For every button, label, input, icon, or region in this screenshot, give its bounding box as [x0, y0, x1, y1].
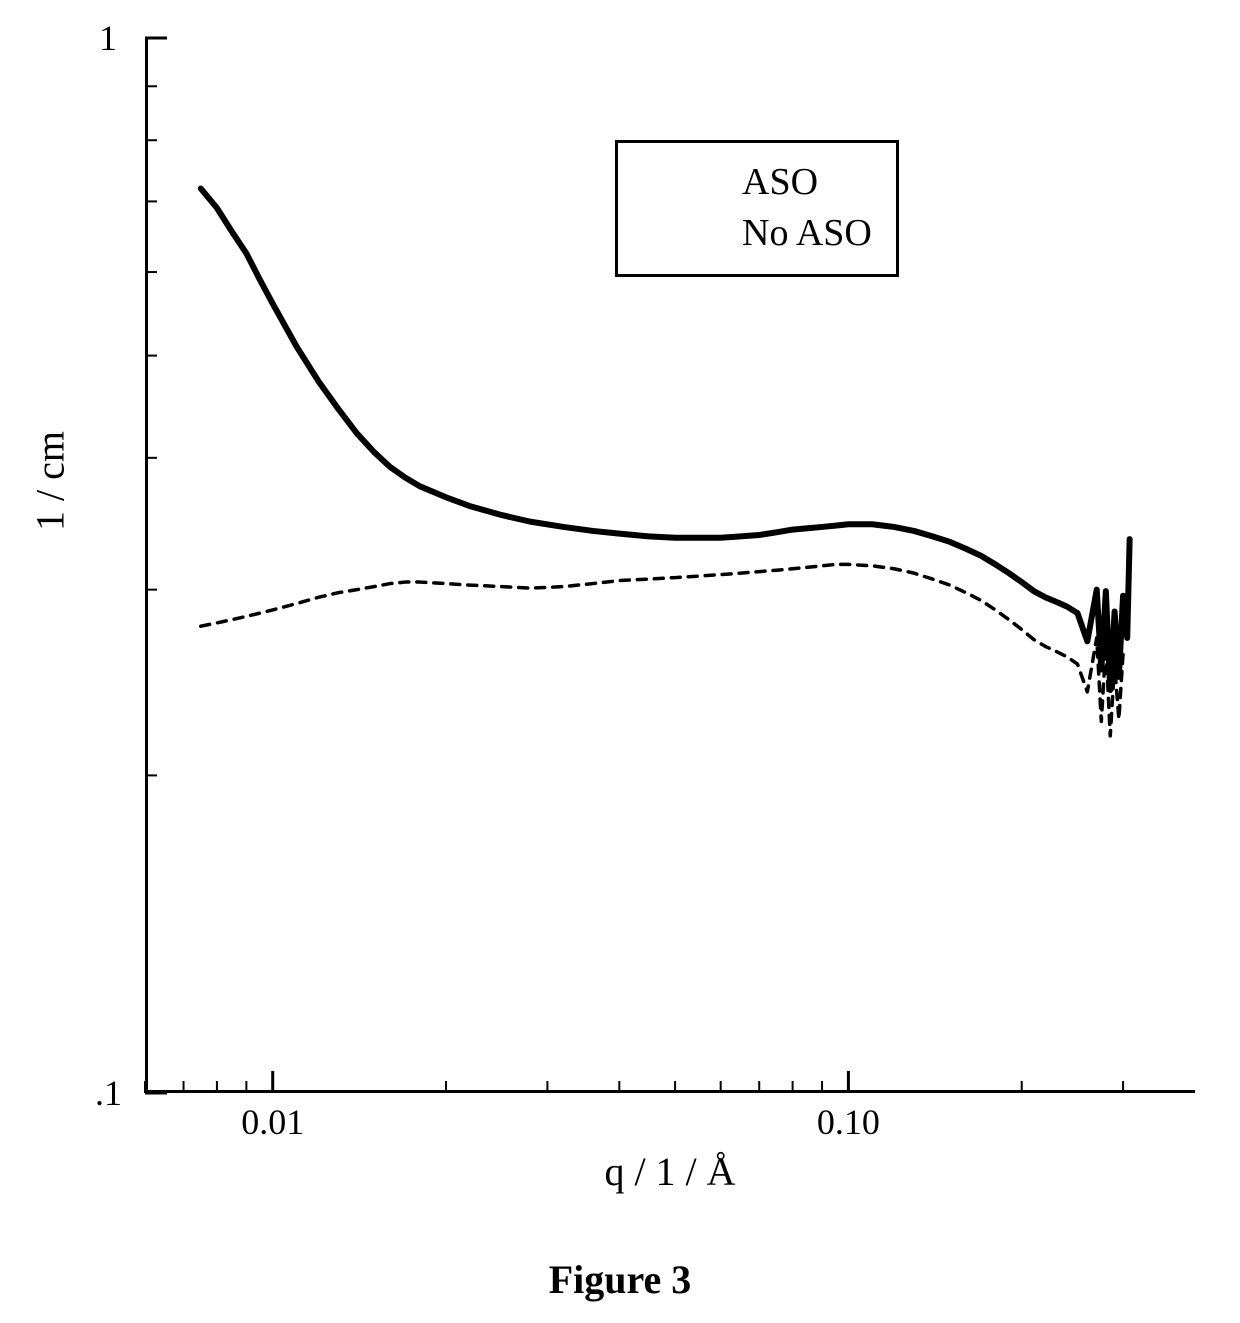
x-tick-label-2: 0.10 — [817, 1101, 880, 1143]
legend: ASO No ASO — [615, 140, 899, 277]
x-tick-label-1: 0.01 — [241, 1101, 304, 1143]
legend-label-aso: ASO — [742, 157, 818, 208]
y-tick-label-2: .1 — [95, 1072, 122, 1114]
legend-item-aso: ASO — [636, 157, 872, 208]
legend-item-noaso: No ASO — [636, 208, 872, 259]
y-axis-label: 1 / cm — [27, 431, 74, 531]
x-axis-label: q / 1 / Å — [604, 1148, 735, 1195]
figure-wrapper: 1 .1 0.01 0.10 1 / cm q / 1 / Å ASO No A… — [10, 20, 1230, 1303]
y-tick-label-1: 1 — [99, 17, 117, 59]
legend-label-noaso: No ASO — [742, 208, 872, 259]
figure-caption: Figure 3 — [10, 1256, 1230, 1303]
plot-container: 1 .1 0.01 0.10 1 / cm q / 1 / Å ASO No A… — [10, 20, 1230, 1220]
